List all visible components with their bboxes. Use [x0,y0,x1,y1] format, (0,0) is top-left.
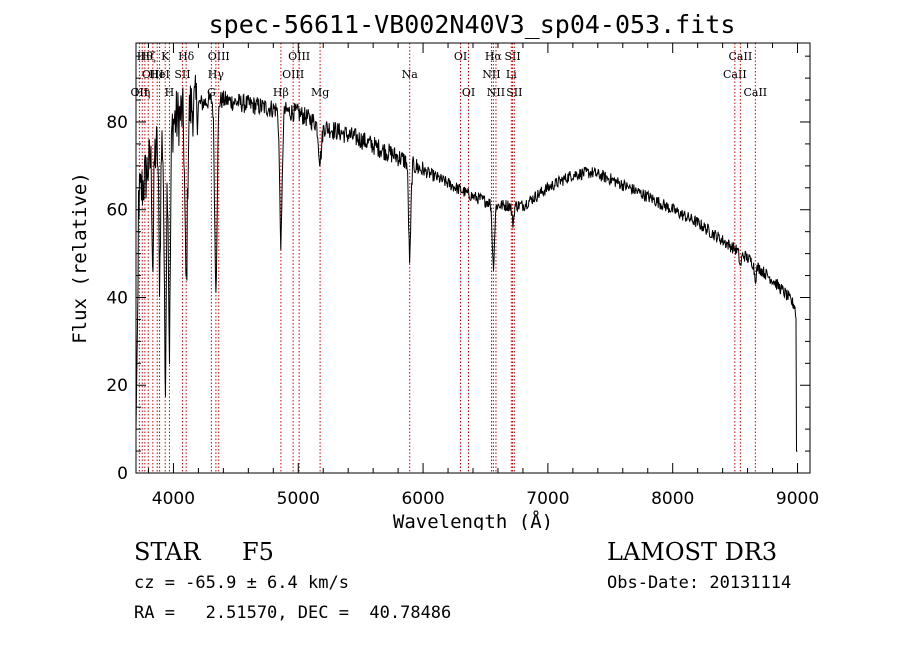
line-marker-label: OI [454,50,467,63]
x-tick-label: 6000 [401,489,444,509]
line-marker-label: Hη [134,86,150,99]
line-marker-label: SII [506,86,522,99]
line-marker-label: NII [482,68,500,81]
line-marker-label: OIII [142,68,164,81]
spectrum-line [135,74,798,452]
object-subclass: F5 [242,538,274,566]
line-marker-label: Hθ [137,50,154,63]
line-marker-label: OII [131,86,149,99]
spectrum-chart: spec-56611-VB002N40V3_sp04-053.fits OIIH… [69,10,819,530]
survey-name: LAMOST DR3 [607,538,778,566]
line-marker-label: Na [402,68,419,81]
y-axis-label: Flux (relative) [69,172,91,344]
line-marker-label: Hγ [208,68,225,81]
plot-frame [135,42,811,474]
line-marker-label: CaII [743,86,767,99]
y-axis-ticks: 0 20 40 60 80 [106,55,810,484]
line-marker-label: OIII [288,50,310,63]
object-class: STAR [134,538,201,566]
y-tick-label: 60 [106,201,128,221]
line-marker-label: Hβ [273,86,289,99]
line-marker-label: OIII [282,68,304,81]
line-marker-label: SII [174,68,190,81]
y-tick-label: 20 [106,376,128,396]
line-marker-label: Li [506,68,517,81]
line-marker-label: H [165,86,175,99]
chart-title: spec-56611-VB002N40V3_sp04-053.fits [209,10,736,39]
x-tick-label: 8000 [651,489,694,509]
line-marker-label: Hα [485,50,503,63]
line-marker-label: Hδ [178,50,195,63]
x-tick-label: 7000 [526,489,569,509]
x-tick-label: 5000 [277,489,320,509]
redshift-velocity: cz = -65.9 ± 6.4 km/s [134,573,349,593]
x-axis-ticks: 4000 5000 6000 7000 8000 9000 [147,43,819,509]
line-marker-label: NII [487,86,505,99]
line-marker-label: OIII [208,50,230,63]
line-markers: OIIHηHθHζOIIIHeHeIKHSIIHδGHγOIIIHβOIIIOI… [131,43,767,473]
line-marker-label: OI [462,86,475,99]
line-marker-label: K [161,50,170,63]
x-axis-label: Wavelength (Å) [393,510,553,530]
observation-date: Obs-Date: 20131114 [607,573,792,593]
y-tick-label: 0 [117,464,128,484]
line-marker-label: Hζ [140,50,156,63]
line-marker-label: CaII [729,50,753,63]
y-tick-label: 40 [106,288,128,308]
line-marker-label: SII [504,50,520,63]
coordinates: RA = 2.51570, DEC = 40.78486 [134,603,452,623]
x-tick-label: 9000 [776,489,819,509]
line-marker-label: G [207,86,216,99]
line-marker-label: He [149,68,165,81]
x-tick-label: 4000 [152,489,195,509]
line-marker-label: CaII [723,68,747,81]
y-tick-label: 80 [106,113,128,133]
line-marker-label: HeI [149,68,169,81]
line-marker-label: Mg [311,86,329,99]
